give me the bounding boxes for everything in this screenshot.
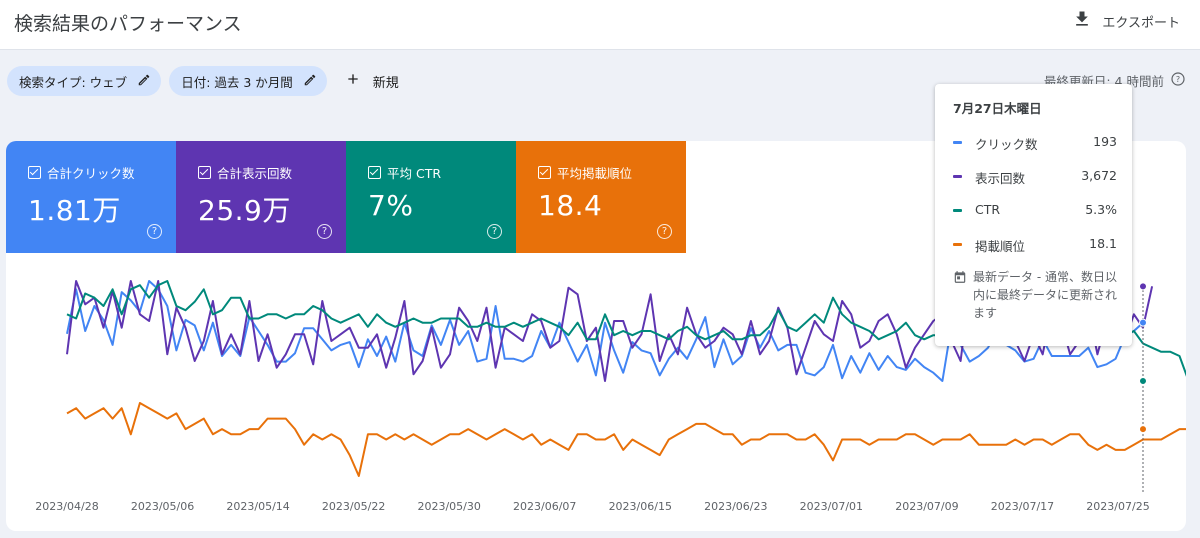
metric-card-ctr[interactable]: 平均 CTR 7% ? — [346, 141, 516, 253]
tooltip-row-name: 表示回数 — [975, 171, 1026, 186]
checkbox-checked-icon[interactable] — [198, 166, 211, 179]
checkbox-checked-icon[interactable] — [368, 166, 381, 179]
metric-value: 18.4 — [538, 189, 603, 222]
tooltip-row-impressions: 表示回数 3,672 — [953, 168, 1117, 186]
tooltip-row-value: 3,672 — [1081, 168, 1117, 183]
top-bar: 検索結果のパフォーマンス エクスポート — [0, 0, 1200, 50]
help-icon[interactable]: ? — [1170, 71, 1186, 90]
tooltip-row-name: CTR — [975, 202, 1001, 217]
svg-text:?: ? — [1176, 75, 1180, 84]
help-icon[interactable]: ? — [317, 224, 332, 239]
legend-swatch — [953, 175, 962, 178]
x-tick-label: 2023/05/14 — [226, 500, 289, 513]
x-tick-label: 2023/07/25 — [1086, 500, 1149, 513]
edit-pencil-icon — [137, 73, 151, 90]
metric-value: 1.81万 — [28, 194, 121, 227]
filter-bar: 検索タイプ: ウェブ 日付: 過去 3 か月間 新規 — [7, 66, 407, 96]
x-tick-label: 2023/05/06 — [131, 500, 194, 513]
new-filter-button[interactable]: 新規 — [335, 66, 407, 96]
tooltip-row-ctr: CTR 5.3% — [953, 202, 1117, 220]
help-icon[interactable]: ? — [147, 224, 162, 239]
x-tick-label: 2023/06/15 — [609, 500, 672, 513]
metric-card-clicks[interactable]: 合計クリック数 1.81万 ? — [6, 141, 176, 253]
search-type-filter-chip[interactable]: 検索タイプ: ウェブ — [7, 66, 162, 96]
checkbox-checked-icon[interactable] — [28, 166, 41, 179]
tooltip-note-text: 最新データ - 通常、数日以内に最終データに更新されます — [973, 270, 1118, 320]
tooltip-row-value: 193 — [1093, 134, 1117, 149]
export-button[interactable]: エクスポート — [1072, 8, 1180, 34]
metric-card-position[interactable]: 平均掲載順位 18.4 ? — [516, 141, 686, 253]
page-title: 検索結果のパフォーマンス — [14, 13, 242, 35]
metric-label: 平均 CTR — [387, 166, 442, 181]
search-type-filter-label: 検索タイプ: ウェブ — [19, 74, 128, 90]
series-point-1 — [1139, 282, 1147, 291]
edit-pencil-icon — [303, 73, 317, 90]
x-tick-label: 2023/07/09 — [895, 500, 958, 513]
performance-line-chart[interactable]: 2023/04/28 2023/05/06 2023/05/14 2023/05/22… — [6, 141, 1186, 531]
metric-label: 合計クリック数 — [47, 166, 135, 181]
export-label: エクスポート — [1102, 15, 1180, 31]
x-tick-label: 2023/07/01 — [800, 500, 863, 513]
series-point-2 — [1139, 377, 1147, 385]
x-tick-label: 2023/06/07 — [513, 500, 576, 513]
tooltip-date: 7月27日木曜日 — [953, 101, 1042, 116]
metric-card-impressions[interactable]: 合計表示回数 25.9万 ? — [176, 141, 346, 253]
metric-label: 平均掲載順位 — [557, 166, 633, 181]
checkbox-checked-icon[interactable] — [538, 166, 551, 179]
chart-tooltip: 7月27日木曜日 クリック数 193 表示回数 3,672 CTR 5.3% 掲… — [935, 84, 1132, 346]
legend-swatch — [953, 141, 962, 144]
new-filter-label: 新規 — [372, 75, 399, 91]
x-tick-label: 2023/06/23 — [704, 500, 767, 513]
x-tick-label: 2023/04/28 — [35, 500, 98, 513]
legend-swatch — [953, 243, 962, 246]
metric-value: 25.9万 — [198, 194, 291, 227]
series-line-0 — [66, 280, 1144, 382]
tooltip-row-value: 5.3% — [1085, 202, 1117, 217]
metric-value: 7% — [368, 189, 414, 222]
x-tick-label: 2023/07/17 — [991, 500, 1054, 513]
series-point-0 — [1139, 318, 1147, 327]
series-line-3 — [66, 402, 1186, 477]
x-tick-label: 2023/05/22 — [322, 500, 385, 513]
download-icon — [1072, 9, 1092, 33]
date-filter-chip[interactable]: 日付: 過去 3 か月間 — [169, 66, 327, 96]
plus-icon — [345, 71, 361, 91]
tooltip-row-value: 18.1 — [1089, 236, 1117, 251]
help-icon[interactable]: ? — [487, 224, 502, 239]
x-tick-label: 2023/05/30 — [417, 500, 480, 513]
tooltip-row-clicks: クリック数 193 — [953, 134, 1117, 152]
tooltip-row-name: クリック数 — [975, 137, 1038, 152]
legend-swatch — [953, 209, 962, 212]
metric-label: 合計表示回数 — [217, 166, 293, 181]
date-filter-label: 日付: 過去 3 か月間 — [181, 74, 293, 90]
series-point-3 — [1139, 425, 1147, 434]
tooltip-row-position: 掲載順位 18.1 — [953, 236, 1117, 254]
help-icon[interactable]: ? — [657, 224, 672, 239]
tooltip-row-name: 掲載順位 — [975, 239, 1026, 254]
